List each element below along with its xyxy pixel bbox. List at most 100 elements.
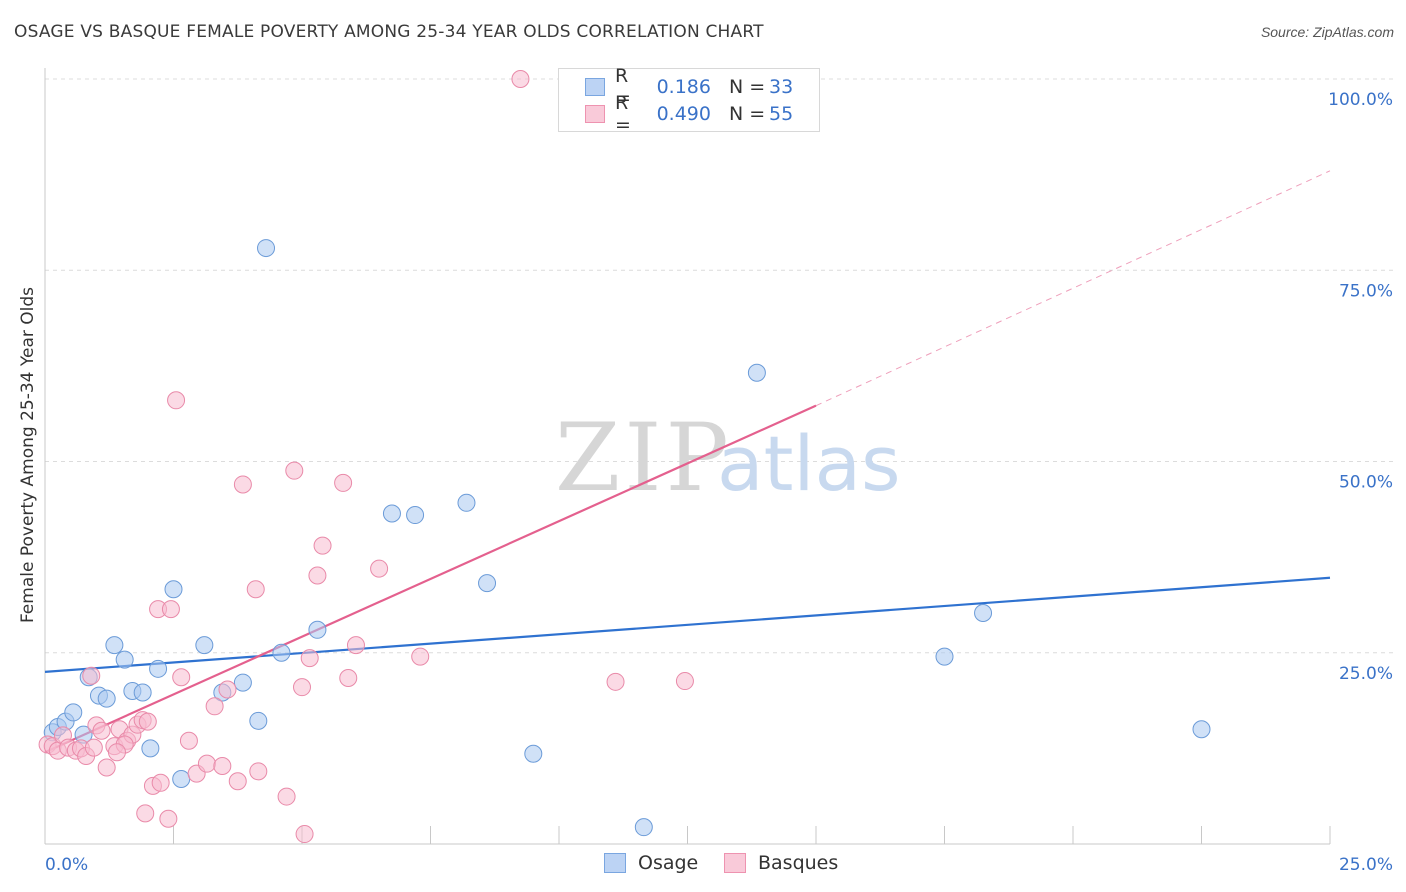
- legend-row-basques: R = 0.490 N = 55: [559, 92, 794, 136]
- trend-extension-basques: [815, 170, 1331, 407]
- y-tick-label: 50.0%: [1339, 473, 1393, 493]
- legend-r-value: 0.490: [656, 103, 711, 125]
- data-point-osage: [105, 636, 124, 655]
- data-point-basques: [138, 712, 157, 731]
- legend-item-basques[interactable]: Basques: [724, 852, 838, 874]
- data-point-basques: [313, 536, 332, 555]
- data-point-osage: [478, 574, 497, 593]
- trend-line-basques: [44, 404, 817, 754]
- data-point-basques: [675, 672, 694, 691]
- data-point-basques: [606, 672, 625, 691]
- data-point-osage: [935, 647, 954, 666]
- data-point-osage: [233, 673, 252, 692]
- data-point-basques: [97, 758, 116, 777]
- legend-label-osage: Osage: [638, 852, 699, 874]
- data-point-osage: [172, 769, 191, 788]
- data-point-basques: [172, 668, 191, 687]
- data-point-basques: [159, 809, 178, 828]
- x-tick-label: 25.0%: [1339, 855, 1393, 875]
- data-point-basques: [249, 762, 268, 781]
- data-point-basques: [339, 668, 358, 687]
- data-point-basques: [228, 772, 247, 791]
- data-point-basques: [92, 721, 111, 740]
- correlation-legend: R = 0.186 N = 33 R = 0.490 N = 55: [558, 65, 820, 136]
- data-point-basques: [511, 70, 530, 88]
- data-point-basques: [107, 743, 126, 762]
- legend-row-osage: R = 0.186 N = 33: [559, 65, 794, 109]
- data-points: [38, 70, 1211, 844]
- data-point-osage: [257, 239, 276, 258]
- data-point-basques: [293, 678, 311, 697]
- data-point-osage: [164, 580, 183, 599]
- data-point-basques: [246, 580, 265, 599]
- x-tick-label: 0.0%: [45, 855, 88, 875]
- data-point-osage: [64, 703, 83, 722]
- data-point-basques: [197, 754, 216, 773]
- data-point-basques: [346, 636, 365, 655]
- data-point-basques: [84, 738, 103, 757]
- data-point-osage: [747, 363, 766, 382]
- data-point-osage: [272, 643, 291, 662]
- data-point-osage: [634, 818, 653, 837]
- legend-swatch-basques: [724, 853, 746, 873]
- data-point-basques: [167, 391, 186, 410]
- y-tick-label: 100.0%: [1328, 90, 1393, 110]
- legend-n-value: 33: [769, 76, 794, 98]
- data-point-basques: [295, 825, 314, 844]
- y-tick-label: 25.0%: [1339, 664, 1393, 684]
- tick-labels: 25.0% 50.0% 75.0% 100.0% 0.0% 25.0%: [45, 90, 1393, 875]
- data-point-osage: [133, 683, 152, 702]
- data-point-basques: [411, 647, 430, 666]
- data-point-osage: [97, 689, 116, 708]
- watermark-zip: ZIP: [555, 404, 733, 513]
- data-point-basques: [179, 731, 198, 750]
- data-point-osage: [974, 603, 993, 622]
- data-point-basques: [161, 600, 180, 619]
- data-point-osage: [524, 744, 543, 763]
- watermark-atlas: atlas: [717, 419, 901, 508]
- data-point-osage: [457, 493, 476, 512]
- data-point-basques: [205, 697, 224, 716]
- data-point-osage: [249, 711, 268, 730]
- series-legend: Osage Basques: [0, 852, 1406, 878]
- legend-n-label: N =: [729, 103, 766, 125]
- legend-r-label: R =: [615, 92, 631, 136]
- data-point-osage: [141, 739, 160, 758]
- data-point-basques: [151, 773, 170, 792]
- legend-swatch-osage: [585, 78, 605, 96]
- legend-item-osage[interactable]: Osage: [604, 852, 698, 874]
- data-point-basques: [213, 756, 232, 775]
- legend-swatch-basques: [585, 105, 605, 123]
- legend-n-label: N =: [729, 76, 766, 98]
- data-point-basques: [285, 461, 304, 480]
- watermark: ZIP atlas: [555, 404, 901, 513]
- data-point-basques: [308, 566, 327, 585]
- data-point-osage: [115, 650, 134, 669]
- legend-n-value: 55: [769, 103, 794, 125]
- data-point-osage: [382, 504, 401, 523]
- trend-line-osage: [44, 576, 1331, 673]
- data-point-basques: [370, 559, 389, 578]
- source-label: Source: ZipAtlas.com: [1260, 24, 1394, 40]
- legend-label-basques: Basques: [758, 852, 839, 874]
- axes: [44, 68, 1331, 845]
- data-point-basques: [300, 649, 319, 668]
- data-point-osage: [406, 506, 425, 525]
- trend-lines: [44, 170, 1331, 754]
- legend-r-label: R =: [615, 65, 631, 109]
- data-point-basques: [82, 666, 101, 685]
- data-point-basques: [233, 475, 252, 494]
- data-point-osage: [149, 659, 168, 678]
- data-point-basques: [218, 680, 237, 699]
- legend-swatch-osage: [604, 853, 626, 873]
- data-point-basques: [334, 473, 353, 492]
- legend-r-value: 0.186: [656, 76, 711, 98]
- data-point-basques: [136, 804, 155, 823]
- grid-lines: [45, 78, 1395, 654]
- chart-title: OSAGE VS BASQUE FEMALE POVERTY AMONG 25-…: [14, 22, 764, 42]
- data-point-osage: [195, 636, 214, 655]
- y-tick-label: 75.0%: [1339, 281, 1393, 301]
- data-point-osage: [308, 620, 327, 639]
- data-point-osage: [1192, 720, 1211, 739]
